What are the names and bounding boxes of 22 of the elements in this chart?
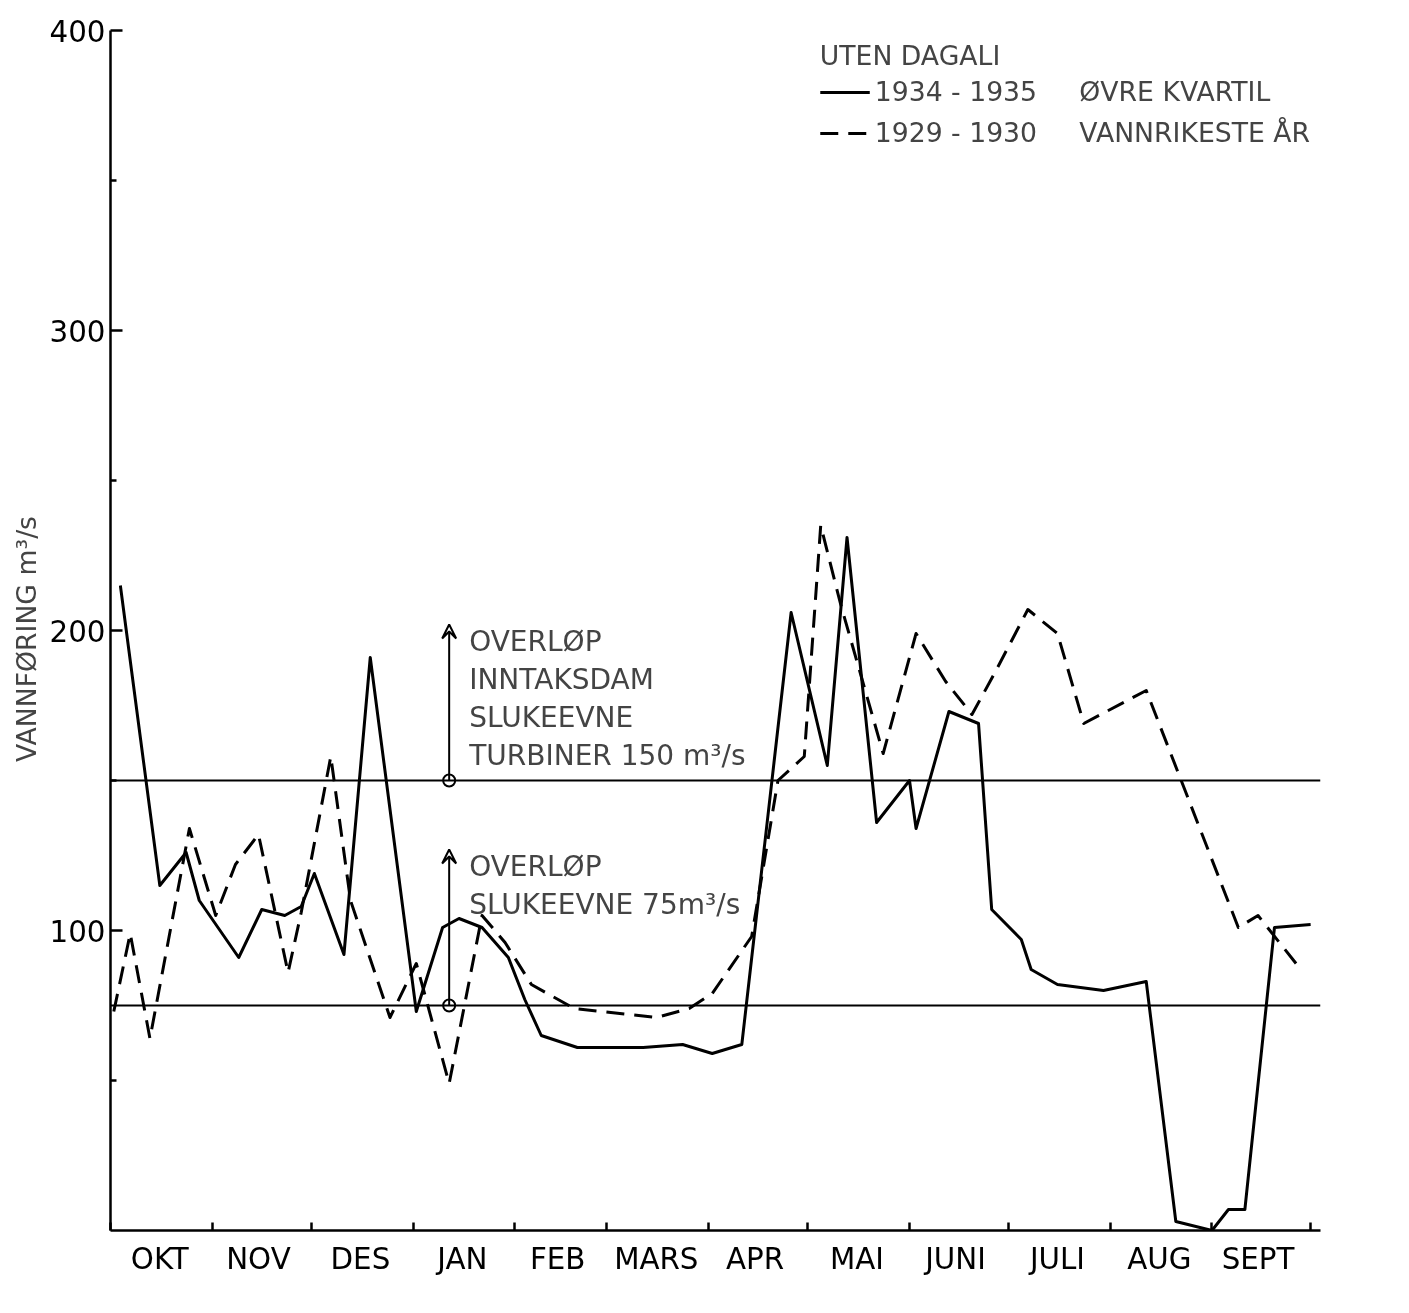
y-tick-label: 300 — [49, 314, 106, 349]
legend-label: 1934 - 1935 ØVRE KVARTIL — [874, 76, 1271, 107]
y-tick-label: 400 — [49, 14, 106, 49]
annotation: OVERLØP SLUKEEVNE 75m³/s — [469, 849, 741, 921]
x-tick-label: AUG — [1127, 1241, 1192, 1276]
annotation: OVERLØP INNTAKSDAM SLUKEEVNE TURBINER 150 m³/s — [468, 624, 746, 772]
x-tick-label: MARS — [614, 1241, 699, 1276]
x-tick-label: JUNI — [923, 1241, 986, 1276]
y-tick-label: 100 — [49, 914, 106, 949]
x-tick-label: OKT — [130, 1241, 189, 1276]
x-tick-label: MAI — [829, 1241, 884, 1276]
x-tick-label: FEB — [529, 1241, 586, 1276]
legend-title: UTEN DAGALI — [819, 40, 1002, 71]
y-axis-title: VANNFØRING m³/s — [10, 516, 42, 762]
x-tick-label: JULI — [1027, 1241, 1086, 1276]
x-tick-label: SEPT — [1221, 1241, 1295, 1276]
y-tick-label: 200 — [49, 614, 106, 649]
x-tick-label: DES — [330, 1241, 391, 1276]
x-tick-label: NOV — [226, 1241, 291, 1276]
x-tick-label: APR — [725, 1241, 785, 1276]
legend-label: 1929 - 1930 VANNRIKESTE ÅR — [874, 117, 1310, 148]
x-tick-label: JAN — [435, 1241, 488, 1276]
